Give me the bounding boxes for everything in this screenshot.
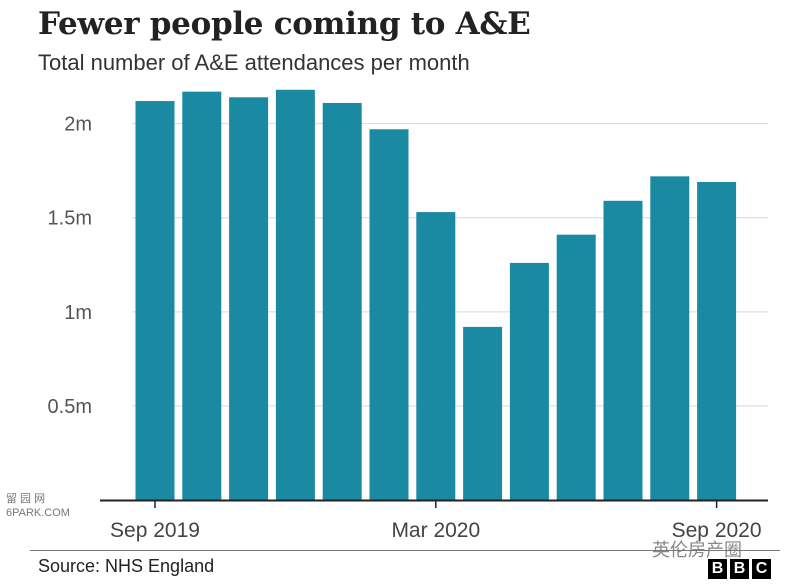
bars: [135, 89, 737, 501]
y-tick-label: 0.5m: [48, 396, 92, 418]
x-tick-label: Mar 2020: [391, 519, 480, 542]
source-text: Source: NHS England: [38, 556, 215, 576]
x-tick-label: Sep 2019: [110, 519, 200, 542]
watermark-left-line2: 6PARK.COM: [6, 507, 70, 519]
bar: [135, 101, 175, 501]
source-divider: [30, 550, 780, 551]
bar: [556, 234, 596, 500]
bar: [275, 89, 315, 500]
bar: [182, 91, 222, 501]
chart-subtitle: Total number of A&E attendances per mont…: [38, 50, 470, 75]
y-tick-label: 1m: [64, 302, 92, 324]
bar: [509, 262, 549, 500]
bar: [322, 102, 362, 500]
x-tick-label: Sep 2020: [672, 519, 762, 542]
y-tick-label: 1.5m: [48, 208, 92, 230]
bar: [229, 97, 269, 501]
bbc-logo-letter: C: [752, 559, 771, 579]
bar: [697, 181, 737, 501]
bar: [650, 176, 690, 500]
bbc-logo-letter: B: [730, 559, 749, 579]
bar: [603, 200, 643, 501]
y-axis-labels: 0.5m 1m 1.5m 2m: [48, 114, 92, 418]
watermark-left: 留 园 网 6PARK.COM: [6, 492, 70, 520]
y-tick-label: 2m: [64, 114, 92, 136]
chart-title: Fewer people coming to A&E: [38, 6, 531, 42]
x-axis-labels: Sep 2019 Mar 2020 Sep 2020: [110, 500, 762, 542]
bar: [416, 212, 456, 500]
bar: [463, 326, 503, 500]
bar: [369, 129, 409, 501]
watermark-left-line1: 留 园 网: [6, 493, 46, 505]
bbc-logo: B B C: [708, 559, 771, 579]
bbc-logo-letter: B: [708, 559, 727, 579]
